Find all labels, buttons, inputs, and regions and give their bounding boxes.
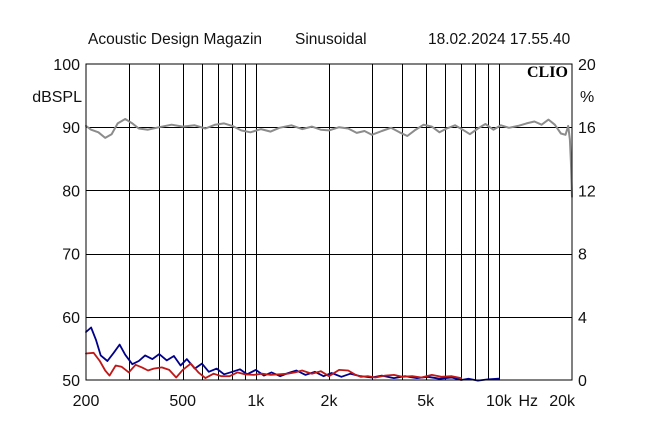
series-line-3	[85, 351, 463, 379]
y-tick-label-left: 50	[62, 373, 80, 390]
x-tick-label: 500	[169, 393, 196, 410]
y-tick-label-right: 12	[578, 183, 596, 200]
y-tick-label-left: 80	[62, 183, 80, 200]
y-axis-label-right: %	[580, 89, 594, 106]
x-tick-label: 2k	[321, 393, 339, 410]
header-timestamp: 18.02.2024 17.55.40	[428, 31, 571, 48]
header-mode: Sinusoidal	[295, 31, 367, 48]
plot-frame	[85, 63, 573, 381]
x-tick-label: 10k	[486, 393, 513, 410]
header-title: Acoustic Design Magazin	[88, 31, 262, 48]
x-tick-label: 20k	[549, 393, 576, 410]
y-tick-label-right: 4	[578, 310, 587, 327]
y-tick-label-left: 70	[62, 247, 80, 264]
series-line-1	[85, 118, 573, 198]
y-tick-labels-right: 0 4 8 12 16 20	[578, 57, 596, 390]
series-line-2	[85, 326, 500, 382]
y-tick-label-right: 0	[578, 373, 587, 390]
y-tick-label-right: 16	[578, 120, 596, 137]
x-axis-label: Hz	[518, 393, 538, 410]
curves	[85, 118, 573, 382]
y-tick-label-right: 8	[578, 247, 587, 264]
y-tick-labels-left: 50 60 70 80 90 100	[53, 57, 80, 390]
y-tick-label-left: 100	[53, 57, 80, 74]
y-tick-label-left: 60	[62, 310, 80, 327]
y-tick-label-left: 90	[62, 120, 80, 137]
x-tick-labels: 200 500 1k 2k 5k 10k 20k	[73, 393, 576, 410]
x-tick-label: 5k	[417, 393, 435, 410]
y-axis-label-left: dBSPL	[32, 89, 82, 106]
clio-logo: CLIO	[527, 64, 568, 81]
x-tick-label: 1k	[247, 393, 265, 410]
grid	[86, 64, 572, 380]
y-tick-label-right: 20	[578, 57, 596, 74]
x-tick-label: 200	[73, 393, 100, 410]
